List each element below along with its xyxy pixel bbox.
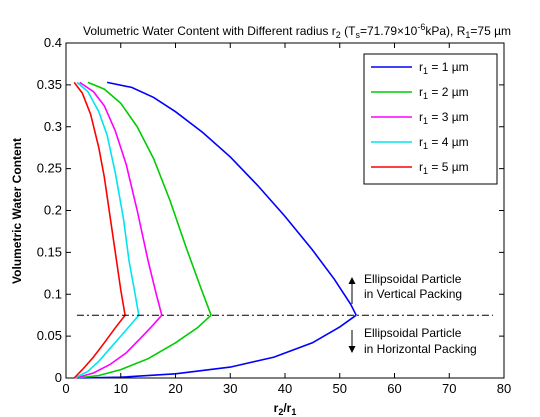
down-arrow-head-icon xyxy=(348,346,356,353)
x-tick-label: 10 xyxy=(114,381,128,396)
title-ts-open: (T xyxy=(341,24,356,38)
legend-label-3: r1 = 3 µm xyxy=(419,110,469,126)
series-line-lower-3 xyxy=(75,314,163,379)
x-label-slash: /r xyxy=(283,401,291,415)
title-ts-sup: -6 xyxy=(417,22,425,32)
x-tick-label: 60 xyxy=(387,381,401,396)
title-ts-value: =71.79×10 xyxy=(360,24,418,38)
title-r-value: =75 µm xyxy=(470,24,511,38)
x-tick-label: 40 xyxy=(278,381,292,396)
chart-title: Volumetric Water Content with Different … xyxy=(83,22,511,40)
y-tick-label: 0.05 xyxy=(37,328,62,343)
x-tick-label: 20 xyxy=(168,381,182,396)
y-tick-label: 0.35 xyxy=(37,77,62,92)
series-line-upper-2 xyxy=(87,81,212,316)
series-line-lower-1 xyxy=(76,314,357,379)
legend-label-main: r xyxy=(419,135,423,149)
x-tick-label: 0 xyxy=(62,381,69,396)
annotation-lower-line2: in Horizontal Packing xyxy=(364,342,477,356)
series-line-upper-5 xyxy=(73,81,126,316)
x-tick-label: 50 xyxy=(333,381,347,396)
up-arrow-head-icon xyxy=(348,277,356,284)
series-layer xyxy=(73,81,357,379)
legend-label-main: r xyxy=(419,160,423,174)
title-main-sub: 2 xyxy=(336,30,341,40)
legend-label-value: = 1 µm xyxy=(428,60,469,74)
series-line-upper-3 xyxy=(79,81,163,316)
y-tick-label: 0 xyxy=(55,370,62,385)
y-tick-label: 0.15 xyxy=(37,244,62,259)
annotation-upper-line2: in Vertical Packing xyxy=(364,287,462,301)
series-line-upper-1 xyxy=(106,81,357,316)
x-axis: 0 10 20 30 40 50 60 70 80 xyxy=(62,43,511,396)
legend-label-value: = 4 µm xyxy=(428,135,469,149)
x-label-main: r xyxy=(274,401,279,415)
legend-label-value: = 3 µm xyxy=(428,110,469,124)
x-tick-label: 30 xyxy=(223,381,237,396)
x-axis-label: r2/r1 xyxy=(274,401,297,417)
legend-label-sub: 1 xyxy=(423,66,428,76)
title-main: Volumetric Water Content with Different … xyxy=(83,24,336,38)
legend-label-sub: 1 xyxy=(423,91,428,101)
legend-label-4: r1 = 4 µm xyxy=(419,135,469,151)
legend-label-main: r xyxy=(419,60,423,74)
legend-box xyxy=(363,53,498,185)
y-tick-label: 0.25 xyxy=(37,161,62,176)
y-tick-label: 0.2 xyxy=(44,203,62,218)
annotation-lower-line1: Ellipsoidal Particle xyxy=(364,326,462,340)
legend-label-sub: 1 xyxy=(423,166,428,176)
series-line-lower-2 xyxy=(76,314,212,379)
series-line-lower-4 xyxy=(74,314,140,379)
legend-label-sub: 1 xyxy=(423,141,428,151)
series-line-upper-4 xyxy=(76,81,140,316)
y-tick-label: 0.4 xyxy=(44,35,62,50)
y-axis: 0 0.05 0.1 0.15 0.2 0.25 0.3 0.35 0.4 xyxy=(37,35,504,385)
series-line-lower-5 xyxy=(73,314,126,379)
legend-label-sub: 1 xyxy=(423,116,428,126)
annotation-upper-line1: Ellipsoidal Particle xyxy=(364,272,462,286)
legend-label-2: r1 = 2 µm xyxy=(419,85,469,101)
x-label-sub2: 1 xyxy=(291,407,296,417)
title-ts-unit: kPa), R xyxy=(425,24,465,38)
legend-label-value: = 5 µm xyxy=(428,160,469,174)
x-tick-label: 80 xyxy=(497,381,511,396)
legend-label-main: r xyxy=(419,110,423,124)
y-tick-label: 0.3 xyxy=(44,119,62,134)
legend-label-1: r1 = 1 µm xyxy=(419,60,469,76)
y-axis-label: Volumetric Water Content xyxy=(10,138,24,284)
title-ts-sub: s xyxy=(355,30,360,40)
legend-label-5: r1 = 5 µm xyxy=(419,160,469,176)
title-r-sub: 1 xyxy=(465,30,470,40)
legend-label-value: = 2 µm xyxy=(428,85,469,99)
y-tick-label: 0.1 xyxy=(44,286,62,301)
annotations: Ellipsoidal Particle in Vertical Packing… xyxy=(348,272,477,356)
x-label-sub1: 2 xyxy=(278,407,283,417)
legend-label-main: r xyxy=(419,85,423,99)
x-tick-label: 70 xyxy=(442,381,456,396)
